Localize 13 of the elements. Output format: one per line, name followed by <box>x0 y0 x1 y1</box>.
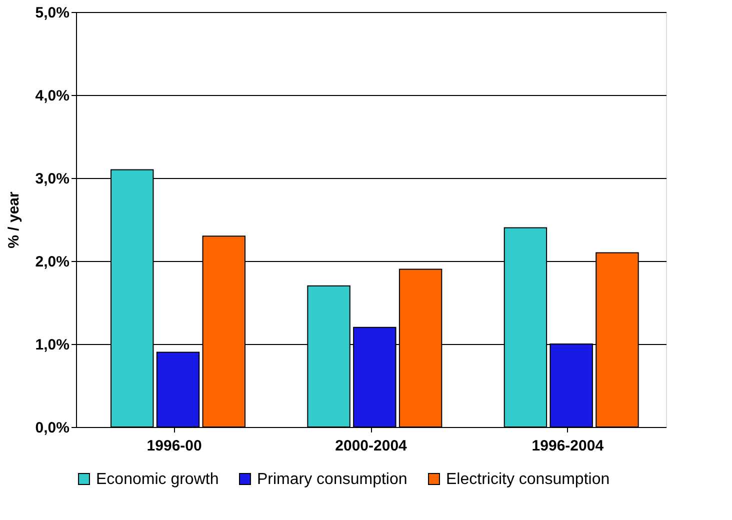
y-tick-label: 1,0% <box>35 336 70 354</box>
y-tick-label: 5,0% <box>35 4 70 22</box>
legend-label: Electricity consumption <box>446 471 610 488</box>
y-tick-label: 4,0% <box>35 88 70 104</box>
y-tick-label: 0,0% <box>35 420 70 436</box>
x-tick-label: 1996-00 <box>146 438 202 454</box>
y-tick-label: 3,0% <box>35 170 70 188</box>
x-tick-label: 1996-2004 <box>532 438 604 454</box>
y-axis-title: % / year <box>5 191 22 248</box>
legend-label: Primary consumption <box>257 471 408 488</box>
y-tick-label: 2,0% <box>35 254 70 270</box>
x-tick-label: 2000-2004 <box>335 438 408 454</box>
legend-label: Economic growth <box>96 471 219 488</box>
